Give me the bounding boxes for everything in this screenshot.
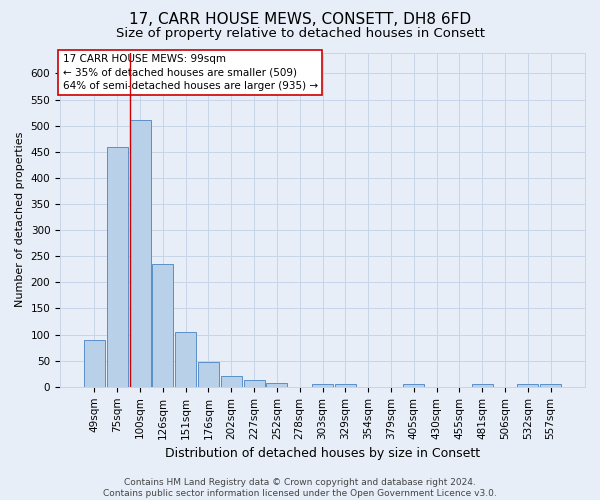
Bar	[130, 120, 151, 387]
Bar	[266, 382, 287, 387]
Text: 17, CARR HOUSE MEWS, CONSETT, DH8 6FD: 17, CARR HOUSE MEWS, CONSETT, DH8 6FD	[129, 12, 471, 28]
Text: Size of property relative to detached houses in Consett: Size of property relative to detached ho…	[115, 28, 485, 40]
Bar	[472, 384, 493, 387]
X-axis label: Distribution of detached houses by size in Consett: Distribution of detached houses by size …	[165, 447, 480, 460]
Text: Contains HM Land Registry data © Crown copyright and database right 2024.
Contai: Contains HM Land Registry data © Crown c…	[103, 478, 497, 498]
Bar	[540, 384, 561, 387]
Y-axis label: Number of detached properties: Number of detached properties	[15, 132, 25, 308]
Bar	[335, 384, 356, 387]
Bar	[312, 384, 333, 387]
Bar	[198, 362, 219, 387]
Bar	[517, 384, 538, 387]
Bar	[403, 384, 424, 387]
Bar	[175, 332, 196, 387]
Bar	[152, 264, 173, 387]
Bar	[221, 376, 242, 387]
Bar	[244, 380, 265, 387]
Bar	[107, 146, 128, 387]
Bar	[84, 340, 105, 387]
Text: 17 CARR HOUSE MEWS: 99sqm
← 35% of detached houses are smaller (509)
64% of semi: 17 CARR HOUSE MEWS: 99sqm ← 35% of detac…	[62, 54, 318, 90]
